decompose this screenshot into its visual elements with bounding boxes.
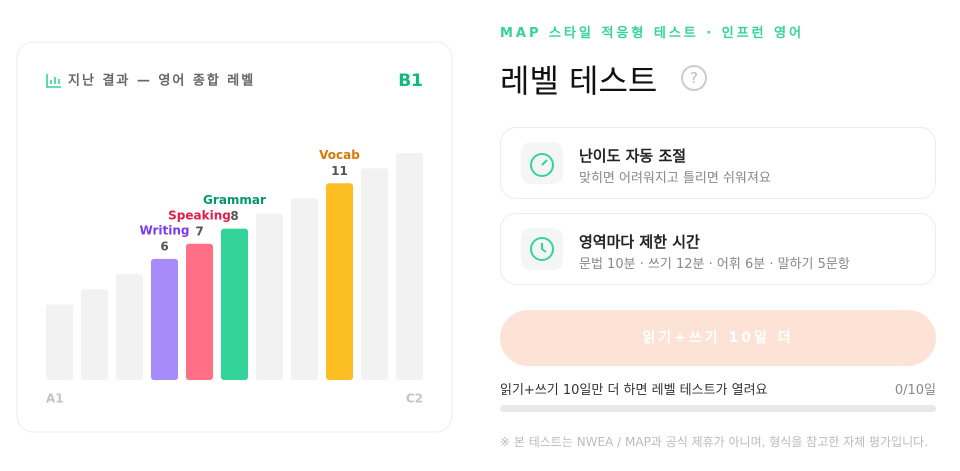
- bar: [326, 183, 353, 380]
- footnote: ※ 본 테스트는 NWEA / MAP과 공식 제휴가 아니며, 형식을 참고한…: [500, 435, 929, 449]
- progress-text: 읽기+쓰기 10일만 더 하면 레벨 테스트가 열려요: [500, 383, 768, 398]
- feature-card: 영역마다 제한 시간 문법 10분 · 쓰기 12분 · 어휘 6분 · 말하기…: [500, 213, 936, 285]
- bar-label: Vocab: [319, 148, 360, 162]
- chart-title: 지난 결과 — 영어 종합 레벨: [68, 73, 255, 89]
- feature-title: 영역마다 제한 시간: [579, 233, 700, 251]
- x-tick-label: A1: [46, 392, 64, 406]
- bar-label: Speaking: [168, 208, 231, 222]
- bar: [186, 243, 213, 380]
- help-icon[interactable]: ?: [681, 65, 707, 91]
- value-label: 8: [230, 209, 238, 223]
- bar: [221, 228, 248, 380]
- bar: [151, 258, 178, 380]
- gauge-icon: [521, 142, 563, 184]
- clock-icon: [521, 228, 563, 270]
- gauge-svg: [530, 153, 554, 177]
- level-badge: B1: [398, 71, 423, 91]
- bar: [256, 213, 283, 380]
- bar: [81, 289, 108, 380]
- bar: [396, 153, 423, 380]
- clock-svg: [530, 237, 554, 261]
- feature-title: 난이도 자동 조절: [579, 147, 687, 165]
- feature-card: 난이도 자동 조절 맞히면 어려워지고 틀리면 쉬워져요: [500, 127, 936, 199]
- bar: [46, 304, 73, 380]
- eyebrow: MAP 스타일 적응형 테스트 · 인프런 영어: [500, 26, 805, 41]
- chart-icon: [46, 74, 61, 88]
- value-label: 6: [160, 239, 168, 253]
- feature-desc: 맞히면 어려워지고 틀리면 쉬워져요: [579, 171, 771, 186]
- page-title: 레벨 테스트: [500, 62, 658, 100]
- chart: 지난 결과 — 영어 종합 레벨 B1 A1 6 Writing 7 Speaking 8…: [16, 41, 453, 433]
- value-label: 7: [195, 224, 203, 238]
- progress-track: [500, 405, 936, 412]
- bar: [361, 168, 388, 380]
- feature-desc: 문법 10분 · 쓰기 12분 · 어휘 6분 · 말하기 5문항: [579, 257, 850, 272]
- bar: [291, 198, 318, 380]
- bar-label: Grammar: [203, 193, 266, 207]
- x-tick-label: C2: [406, 392, 423, 406]
- bar: [116, 274, 143, 380]
- unlock-button[interactable]: 읽기+쓰기 10일 더: [500, 310, 936, 366]
- value-label: 11: [331, 164, 348, 178]
- progress-count: 0/10일: [894, 383, 936, 398]
- bar-label: Writing: [139, 223, 189, 237]
